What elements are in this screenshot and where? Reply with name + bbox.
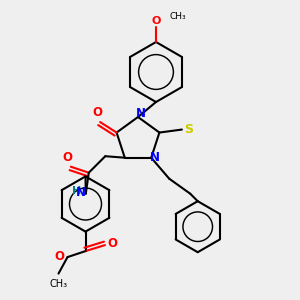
Text: O: O (151, 16, 161, 26)
Text: H: H (71, 186, 81, 196)
Text: CH₃: CH₃ (169, 12, 186, 21)
Text: O: O (107, 237, 117, 250)
Text: O: O (63, 151, 73, 164)
Text: O: O (93, 106, 103, 119)
Text: S: S (184, 123, 193, 136)
Text: N: N (76, 186, 86, 199)
Text: N: N (150, 151, 160, 164)
Text: N: N (135, 107, 146, 120)
Text: O: O (54, 250, 64, 263)
Text: CH₃: CH₃ (50, 279, 68, 289)
